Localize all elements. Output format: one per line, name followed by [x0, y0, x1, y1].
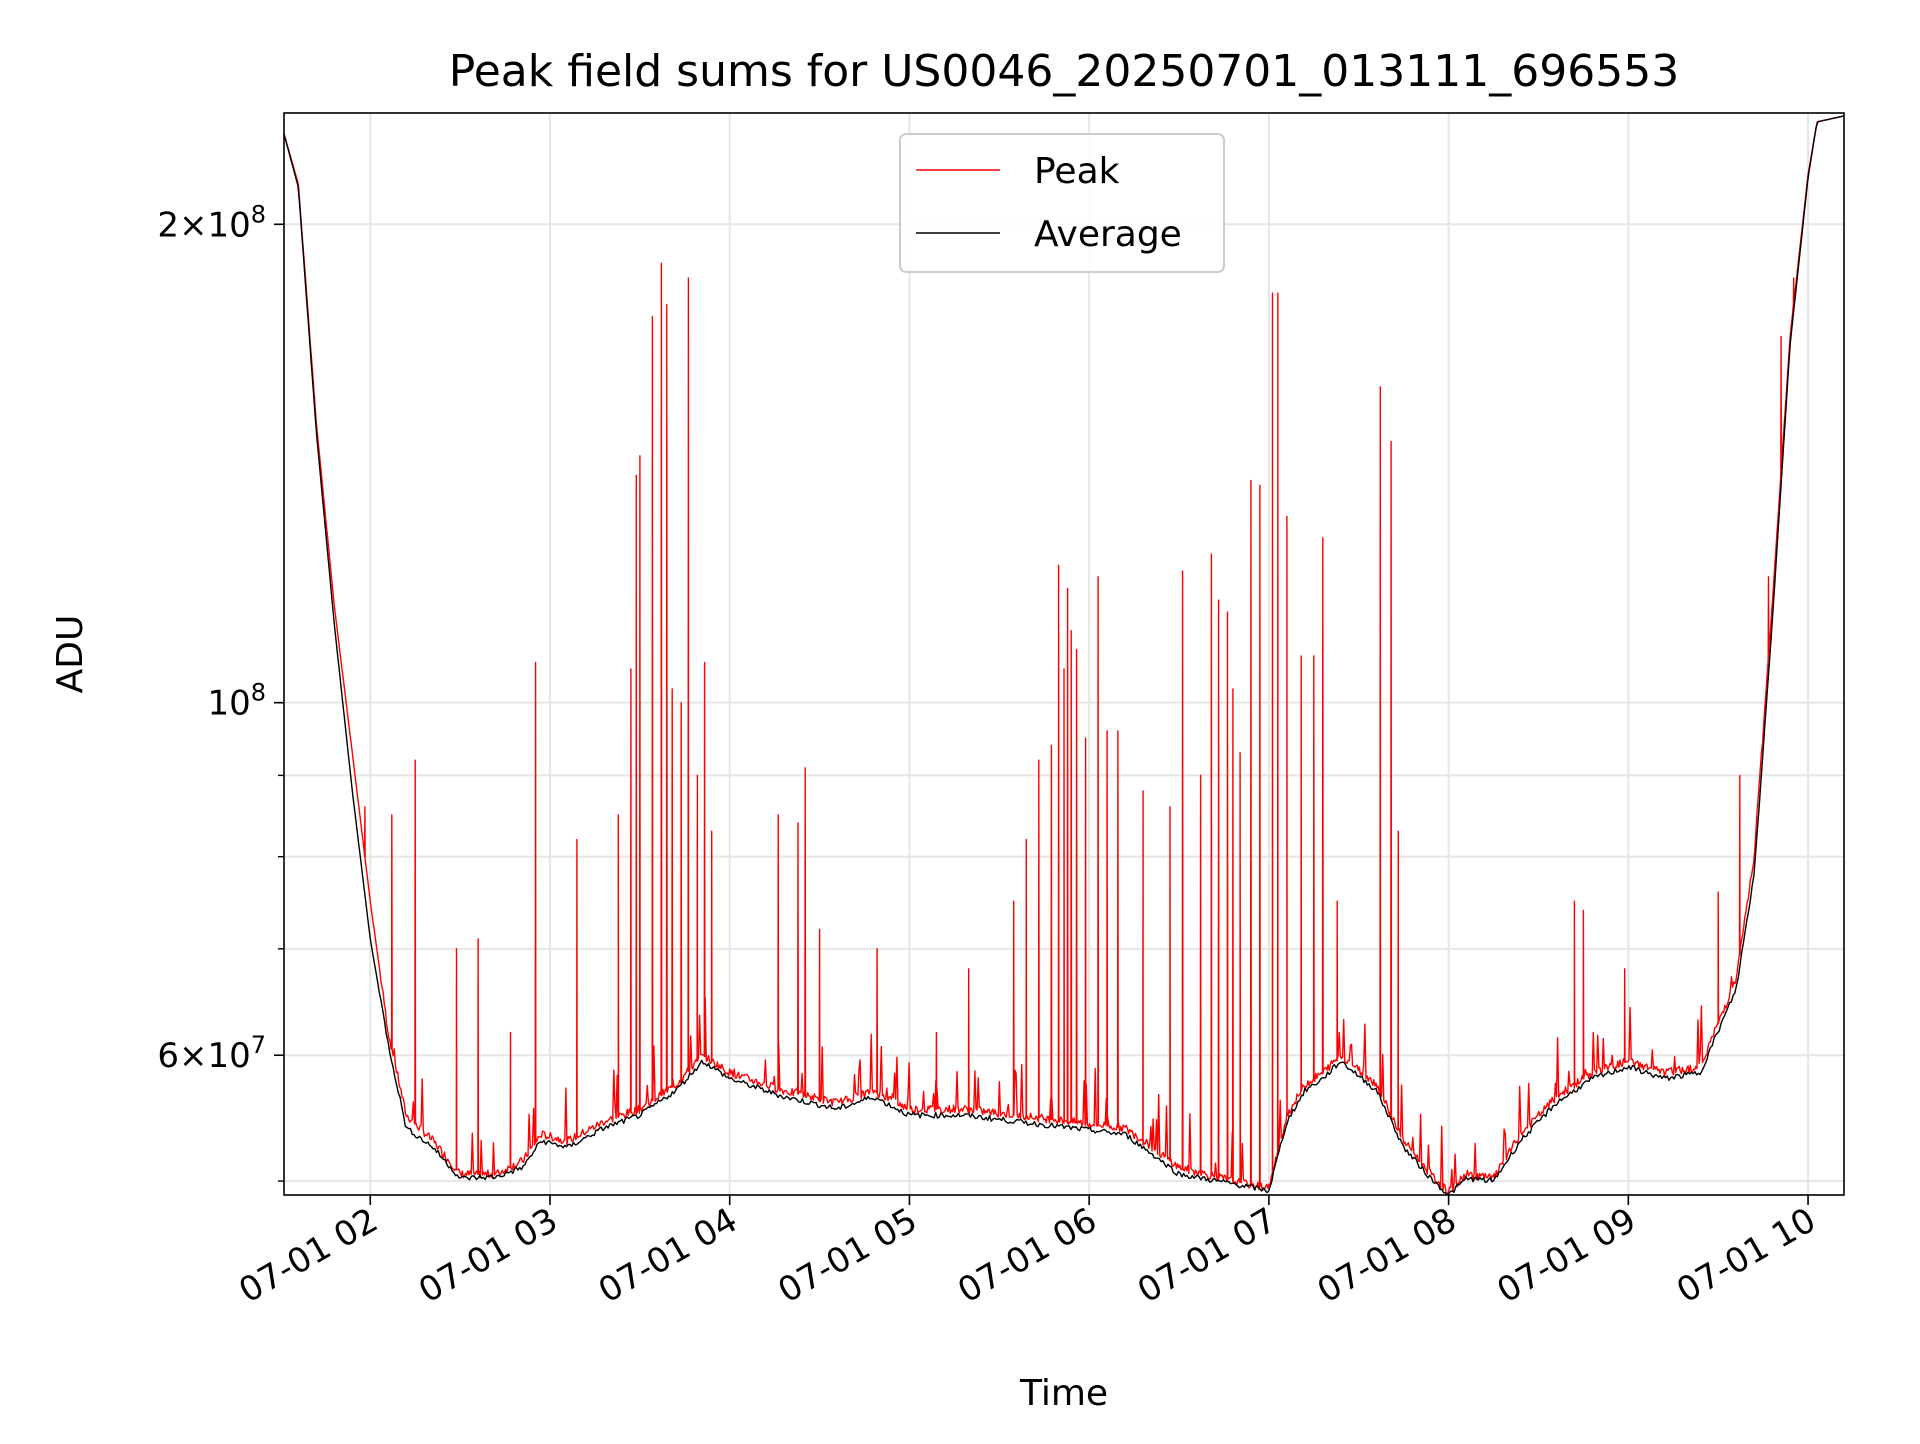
legend-label-peak: Peak: [1034, 151, 1120, 192]
y-axis-label: ADU: [50, 615, 91, 694]
series-line-average: [284, 115, 1844, 1195]
chart-title: Peak field sums for US0046_20250701_0131…: [449, 46, 1679, 97]
y-tick-label: 108: [207, 679, 266, 724]
y-axis-ticks: 2×108 108 6×107: [157, 200, 284, 1182]
legend-label-average: Average: [1034, 214, 1182, 255]
legend: Peak Average: [899, 133, 1225, 273]
y-tick-label: 6×107: [157, 1031, 266, 1076]
x-axis-label: Time: [1019, 1373, 1108, 1414]
legend-box: [899, 133, 1225, 273]
series-line-peak: [284, 115, 1844, 1195]
y-tick-label: 2×108: [157, 200, 266, 245]
series-layer: [284, 115, 1844, 1195]
plot-frame: [283, 112, 1845, 1196]
